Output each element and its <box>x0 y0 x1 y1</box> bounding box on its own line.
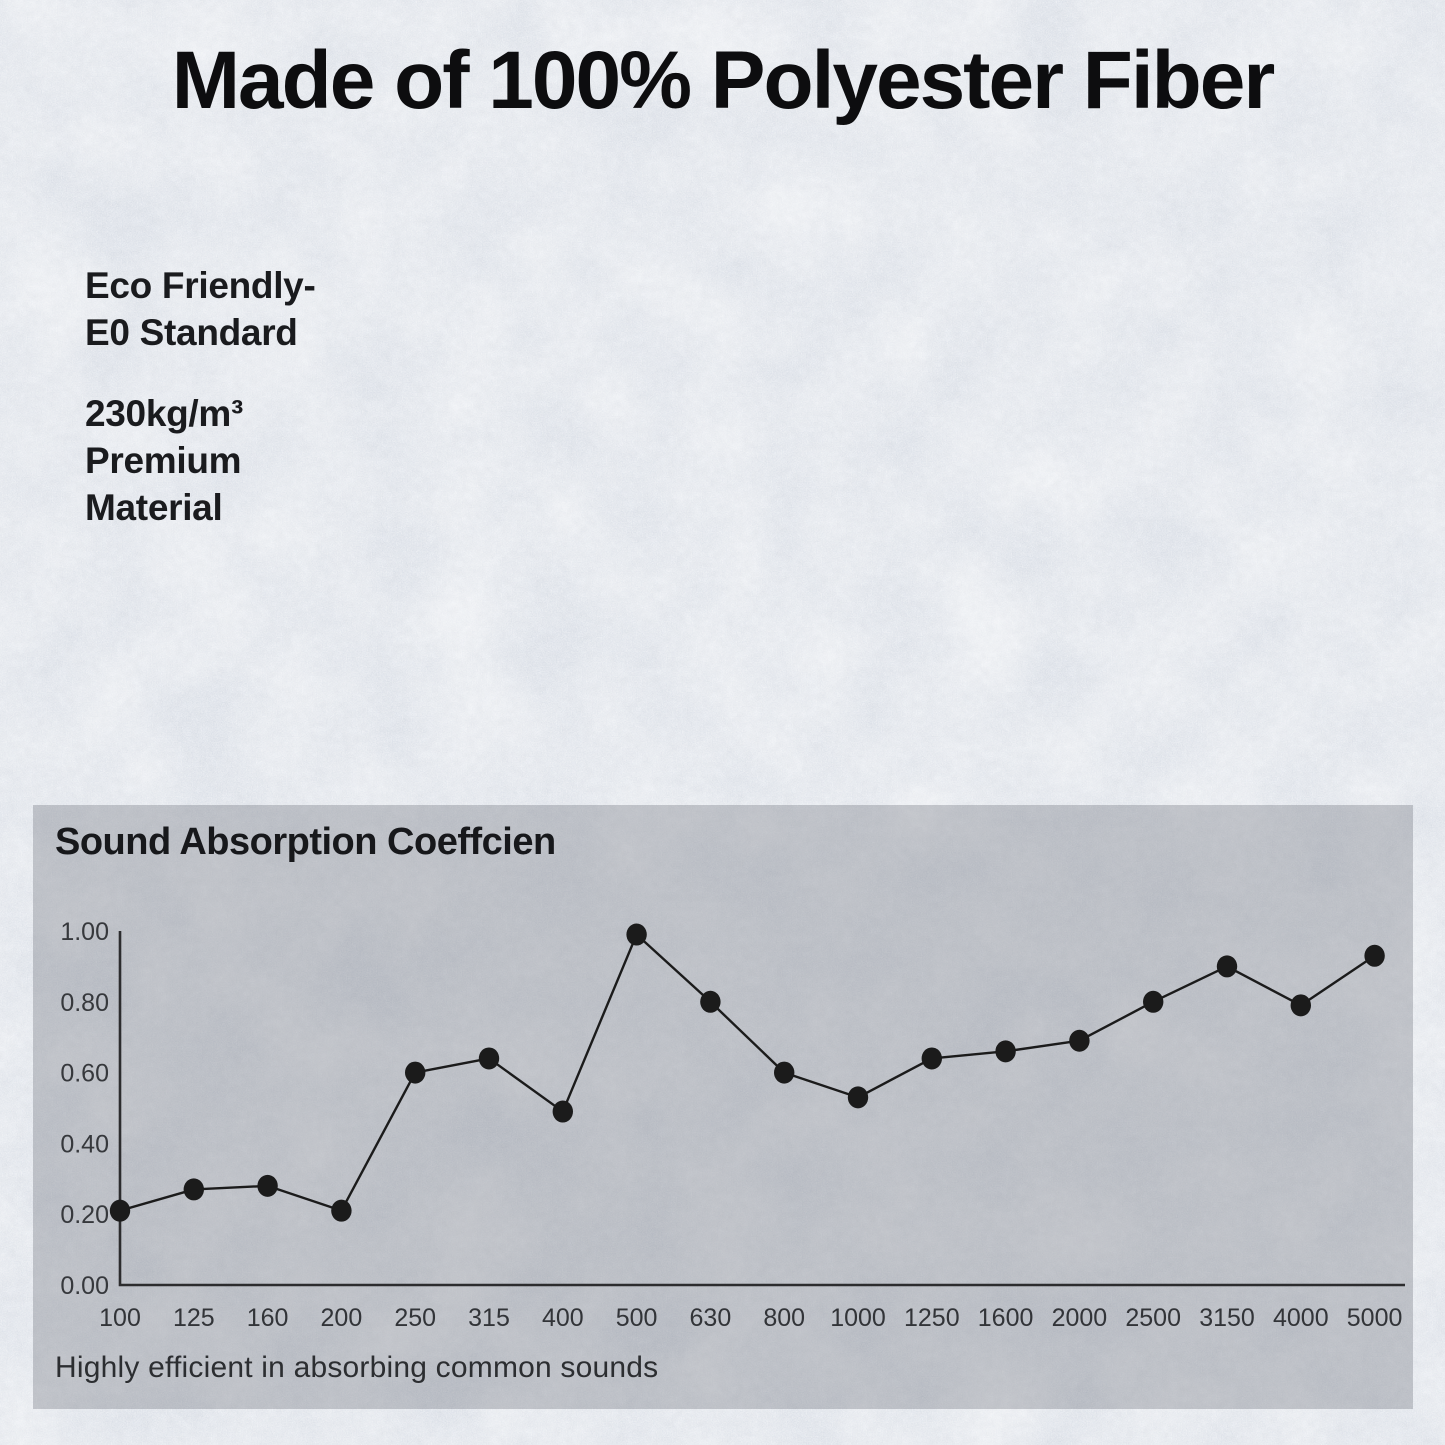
data-point-5000 <box>1364 944 1385 967</box>
y-axis-tick-label: 0.80 <box>60 989 109 1017</box>
data-point-500 <box>626 923 647 946</box>
data-point-4000 <box>1290 994 1312 1017</box>
data-point-125 <box>183 1178 204 1201</box>
data-point-2000 <box>1069 1029 1090 1052</box>
x-axis-tick-label: 250 <box>394 1304 436 1332</box>
x-axis-tick-label: 3150 <box>1199 1304 1255 1332</box>
x-axis-tick-label: 400 <box>542 1304 584 1332</box>
y-axis-tick-label: 0.20 <box>60 1201 109 1229</box>
chart-axes <box>118 931 1405 1287</box>
x-axis-tick-label: 5000 <box>1347 1304 1403 1332</box>
y-axis-tick-label: 0.60 <box>60 1060 109 1088</box>
data-point-2500 <box>1143 990 1164 1013</box>
x-axis-tick-label: 4000 <box>1273 1304 1329 1332</box>
x-axis-tick-label: 800 <box>763 1304 805 1332</box>
feature-line: E0 Standard <box>85 312 298 353</box>
data-point-800 <box>774 1061 795 1084</box>
x-axis-tick-label: 630 <box>690 1304 732 1332</box>
feature-line: Premium <box>85 440 242 481</box>
data-point-100 <box>109 1199 131 1222</box>
absorption-series-line <box>119 933 1376 1212</box>
y-axis-tick-label: 0.00 <box>60 1272 109 1300</box>
x-axis-tick-label: 1600 <box>978 1304 1034 1332</box>
x-axis-tick-label: 315 <box>468 1304 510 1332</box>
feature-premium-material: 230kg/m³ Premium Material <box>85 390 315 531</box>
feature-line: Eco Friendly- <box>85 265 316 306</box>
x-axis-tick-label: 1000 <box>830 1304 886 1332</box>
data-point-400 <box>552 1100 573 1123</box>
data-point-315 <box>478 1047 500 1070</box>
x-axis-tick-label: 200 <box>321 1304 363 1332</box>
data-point-630 <box>700 990 721 1013</box>
x-axis-tick-label: 160 <box>247 1304 289 1332</box>
chart-caption: Highly efficient in absorbing common sou… <box>55 1351 659 1384</box>
feature-line: Material <box>85 487 223 528</box>
feature-list: Eco Friendly- E0 Standard 230kg/m³ Premi… <box>85 262 316 565</box>
page-title: Made of 100% Polyester Fiber <box>171 35 1276 126</box>
x-axis-tick-label: 2000 <box>1052 1304 1108 1332</box>
x-axis-tick-label: 2500 <box>1125 1304 1181 1332</box>
data-point-1000 <box>847 1086 869 1109</box>
data-point-250 <box>405 1061 426 1084</box>
data-point-1600 <box>995 1040 1016 1063</box>
data-point-1250 <box>921 1047 942 1070</box>
x-axis-tick-label: 500 <box>616 1304 658 1332</box>
data-point-3150 <box>1216 955 1238 978</box>
feature-eco-friendly: Eco Friendly- E0 Standard <box>85 262 316 356</box>
feature-line: 230kg/m³ <box>85 393 244 434</box>
x-axis-tick-label: 1250 <box>904 1304 960 1332</box>
x-axis-tick-label: 125 <box>173 1304 215 1332</box>
data-point-200 <box>331 1199 352 1222</box>
chart-title: Sound Absorption Coeffcien <box>55 821 556 863</box>
y-axis-tick-label: 1.00 <box>60 918 109 946</box>
chart-panel: Sound Absorption Coeffcien 0.00 0.20 0.40 0… <box>33 805 1413 1409</box>
data-point-160 <box>257 1174 278 1197</box>
x-axis-tick-label: 100 <box>99 1304 141 1332</box>
absorption-line-chart: 0.00 0.20 0.40 0.60 0.80 1.00 100 125 160 200 250 3… <box>60 918 1405 1332</box>
y-axis-tick-label: 0.40 <box>60 1130 109 1158</box>
